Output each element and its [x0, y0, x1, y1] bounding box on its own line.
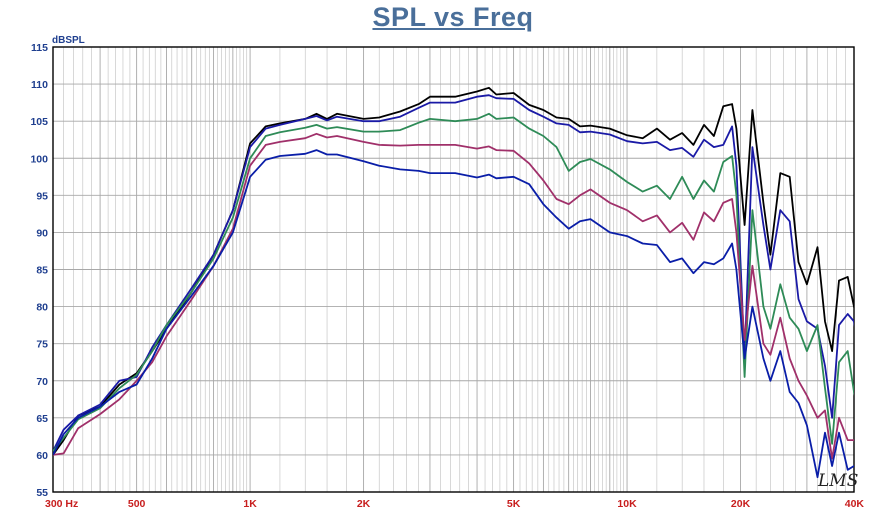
y-axis-label: dBSPL — [52, 35, 85, 46]
x-tick-label: 5K — [507, 498, 521, 510]
series-line-3 — [53, 112, 854, 452]
x-tick-label: 2K — [357, 498, 371, 510]
series-line-4 — [53, 132, 854, 460]
y-tick-label: 95 — [36, 190, 48, 202]
series-line-2 — [53, 94, 854, 452]
y-tick-label: 100 — [30, 153, 48, 165]
y-tick-label: 65 — [36, 413, 48, 425]
x-tick-label: 300 Hz — [45, 498, 78, 510]
lms-watermark: LMS — [817, 471, 858, 491]
y-tick-label: 55 — [36, 487, 48, 499]
y-tick-label: 105 — [30, 116, 48, 128]
series-layer — [53, 86, 854, 479]
y-tick-label: 110 — [31, 79, 48, 91]
x-tick-label: 1K — [243, 498, 257, 510]
x-tick-label: 10K — [617, 498, 637, 510]
x-tick-label: 40K — [845, 498, 865, 510]
x-axis-ticks: 300 Hz 500 1K 2K 5K 10K 20K 40K — [45, 498, 864, 510]
y-tick-label: 85 — [36, 265, 48, 277]
y-tick-label: 75 — [36, 339, 48, 351]
y-axis-ticks: 55 60 65 70 75 80 85 90 95 100 105 110 115 — [30, 42, 48, 499]
series-line-5 — [53, 149, 854, 479]
x-tick-label: 500 — [128, 498, 146, 510]
grid — [53, 47, 854, 492]
chart-title: SPL vs Freq — [372, 2, 534, 32]
y-tick-label: 115 — [31, 42, 48, 54]
plot-frame — [52, 46, 855, 493]
x-tick-label: 20K — [731, 498, 751, 510]
y-tick-label: 60 — [36, 450, 48, 462]
y-tick-label: 80 — [36, 302, 48, 314]
y-tick-label: 90 — [36, 227, 48, 239]
y-tick-label: 70 — [36, 376, 48, 388]
